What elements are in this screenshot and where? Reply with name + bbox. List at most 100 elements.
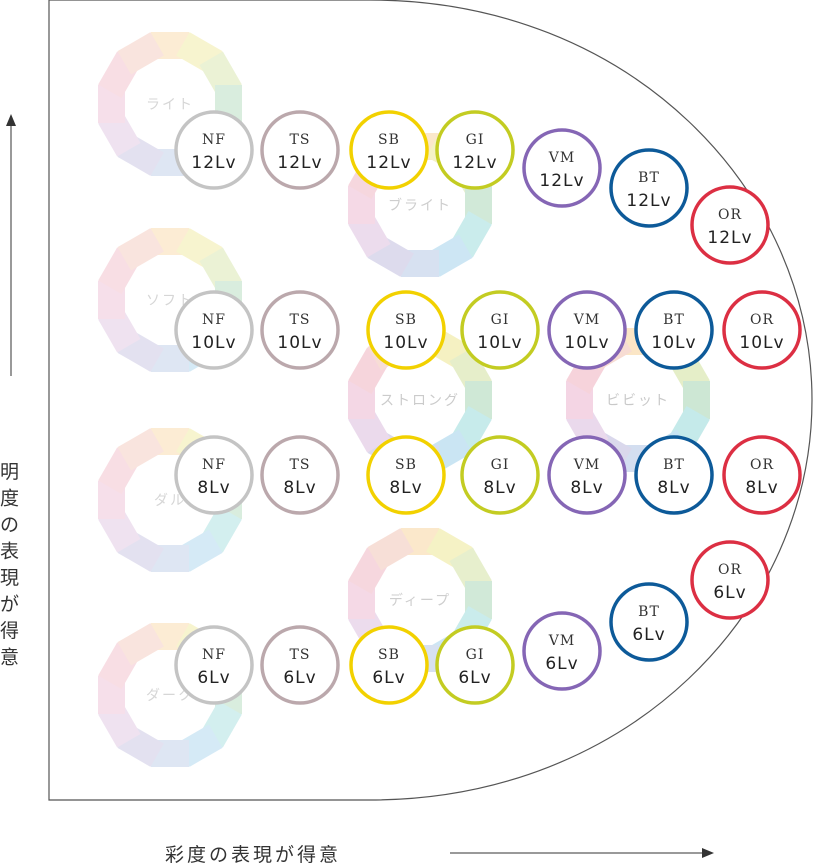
level-circle-or-6lv: OR 6Lv (690, 540, 770, 620)
horizontal-axis-arrowhead (702, 848, 714, 858)
level-circle-level: 6Lv (713, 583, 746, 603)
level-circle-ring (174, 290, 254, 370)
level-circle-ring (690, 185, 770, 265)
level-circle-sb-12lv: SB 12Lv (349, 110, 429, 190)
level-circle-nf-10lv: NF 10Lv (174, 290, 254, 370)
level-circle-ring (634, 290, 714, 370)
level-circle-name: SB (395, 312, 417, 328)
level-circle-ring (260, 625, 340, 705)
level-circle-name: GI (491, 457, 510, 473)
level-circle-level: 10Lv (191, 333, 236, 353)
level-circle-name: BT (638, 604, 660, 620)
level-circle-ring (435, 625, 515, 705)
level-circle-ts-6lv: TS 6Lv (260, 625, 340, 705)
level-circle-level: 6Lv (458, 668, 491, 688)
level-circle-name: TS (290, 132, 311, 148)
level-circle-level: 12Lv (452, 153, 497, 173)
level-circle-or-10lv: OR 10Lv (722, 290, 802, 370)
level-circle-level: 8Lv (483, 478, 516, 498)
level-circle-or-12lv: OR 12Lv (690, 185, 770, 265)
level-circle-level: 10Lv (477, 333, 522, 353)
level-circle-level: 8Lv (570, 478, 603, 498)
level-circle-ring (174, 435, 254, 515)
level-circle-ring (460, 435, 540, 515)
level-circle-level: 8Lv (197, 478, 230, 498)
level-circle-name: SB (378, 647, 400, 663)
tone-wheel-segment (117, 623, 164, 666)
tone-wheel-label: ブライト (388, 197, 452, 214)
vertical-axis-char: 明 (0, 461, 22, 483)
level-circle-name: GI (466, 647, 485, 663)
level-circle-bt-10lv: BT 10Lv (634, 290, 714, 370)
level-circle-nf-8lv: NF 8Lv (174, 435, 254, 515)
level-circle-name: SB (378, 132, 400, 148)
level-circle-name: GI (466, 132, 485, 148)
level-circle-level: 8Lv (657, 478, 690, 498)
level-circle-name: GI (491, 312, 510, 328)
tone-wheel-label: ディープ (389, 592, 451, 609)
level-circle-level: 10Lv (651, 333, 696, 353)
level-circle-or-8lv: OR 8Lv (722, 435, 802, 515)
level-circle-level: 10Lv (739, 333, 784, 353)
level-circle-ring (435, 110, 515, 190)
level-circle-level: 12Lv (191, 153, 236, 173)
level-circle-name: NF (202, 312, 226, 328)
tone-wheel-segment (117, 228, 164, 271)
level-circle-sb-6lv: SB 6Lv (349, 625, 429, 705)
tone-wheel-label: ソフト (146, 293, 194, 309)
level-circle-name: NF (202, 647, 226, 663)
level-circle-ring (366, 290, 446, 370)
level-circle-name: VM (573, 457, 600, 473)
vertical-axis-char: の (0, 514, 22, 536)
level-circle-ring (522, 128, 602, 208)
tone-wheel-label: ストロング (380, 393, 460, 409)
tone-wheel-label: ビビット (606, 393, 670, 409)
level-circle-vm-8lv: VM 8Lv (547, 435, 627, 515)
level-circle-name: OR (750, 312, 774, 328)
vertical-axis-label: 明度の表現が得意 (0, 461, 22, 669)
level-circle-ring (460, 290, 540, 370)
level-circle-name: NF (202, 132, 226, 148)
level-circle-ring (349, 625, 429, 705)
level-circle-name: VM (548, 150, 575, 166)
level-circle-ring (260, 290, 340, 370)
level-circle-ring (174, 110, 254, 190)
level-circle-ring (260, 110, 340, 190)
level-circle-level: 12Lv (626, 191, 671, 211)
level-circle-name: OR (718, 562, 742, 578)
level-circle-name: TS (290, 312, 311, 328)
level-circle-ring (722, 435, 802, 515)
level-circle-name: BT (638, 170, 660, 186)
level-circle-level: 12Lv (277, 153, 322, 173)
tone-wheel-label: ダーク (146, 688, 194, 704)
level-circle-ring (609, 582, 689, 662)
level-circle-bt-6lv: BT 6Lv (609, 582, 689, 662)
level-circle-name: BT (663, 312, 685, 328)
level-circle-level: 10Lv (383, 333, 428, 353)
level-circle-name: NF (202, 457, 226, 473)
level-circle-vm-12lv: VM 12Lv (522, 128, 602, 208)
level-circle-level: 6Lv (283, 668, 316, 688)
level-circle-name: SB (395, 457, 417, 473)
level-circle-nf-6lv: NF 6Lv (174, 625, 254, 705)
level-circle-ts-8lv: TS 8Lv (260, 435, 340, 515)
level-circle-ring (634, 435, 714, 515)
vertical-axis-arrowhead (6, 114, 16, 126)
level-circle-vm-6lv: VM 6Lv (522, 611, 602, 691)
level-circle-name: OR (750, 457, 774, 473)
level-circles: NF 12Lv TS 12Lv SB 12Lv GI 12Lv VM 12Lv BT 12Lv OR 12… (174, 110, 802, 705)
level-circle-sb-10lv: SB 10Lv (366, 290, 446, 370)
level-circle-ring (174, 625, 254, 705)
level-circle-level: 6Lv (372, 668, 405, 688)
tone-wheel-segment (367, 528, 414, 571)
level-circle-bt-8lv: BT 8Lv (634, 435, 714, 515)
level-circle-vm-10lv: VM 10Lv (547, 290, 627, 370)
level-circle-ts-12lv: TS 12Lv (260, 110, 340, 190)
level-circle-ring (690, 540, 770, 620)
level-circle-name: BT (663, 457, 685, 473)
level-circle-level: 12Lv (539, 171, 584, 191)
level-circle-ring (349, 110, 429, 190)
level-circle-ring (366, 435, 446, 515)
level-circle-name: VM (548, 633, 575, 649)
